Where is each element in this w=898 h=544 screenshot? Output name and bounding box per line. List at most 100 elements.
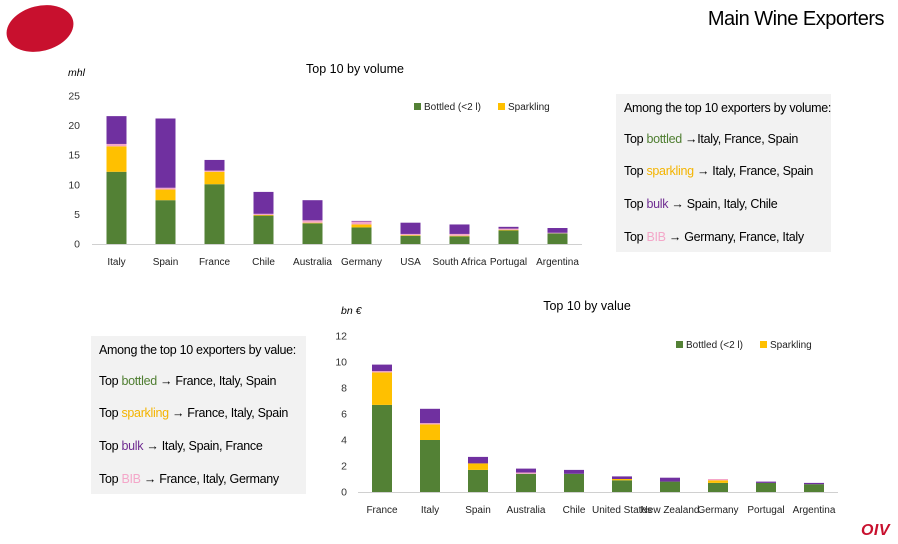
volume-bar-segment-bottled xyxy=(302,223,323,244)
summary-countries: → Italy, France, Spain xyxy=(693,164,814,178)
volume-x-tick-label: Spain xyxy=(153,257,179,268)
summary-keyword-bottled: bottled xyxy=(121,374,157,388)
volume-y-tick-label: 25 xyxy=(68,91,80,103)
volume-bar-segment-bib xyxy=(498,228,519,230)
value-bar-segment-bottled xyxy=(756,482,776,492)
volume-legend-swatch xyxy=(414,103,421,110)
volume-bar-segment-bulk xyxy=(498,226,519,229)
value-y-tick-label: 0 xyxy=(341,487,347,499)
volume-chart-title: Top 10 by volume xyxy=(306,62,404,76)
summary-countries: → France, Italy, Germany xyxy=(140,472,279,486)
volume-y-axis-label: mhl xyxy=(68,67,86,79)
volume-x-tick-label: Australia xyxy=(293,257,332,268)
value-y-tick-label: 4 xyxy=(341,435,347,447)
volume-bar-segment-bib xyxy=(547,232,568,234)
value-bar-segment-bulk xyxy=(612,476,632,479)
summary-keyword-bulk: bulk xyxy=(646,197,669,211)
summary-value-heading: Among the top 10 exporters by value: xyxy=(99,343,296,357)
value-bar-segment-bottled xyxy=(708,482,728,492)
value-legend-label: Sparkling xyxy=(770,340,812,351)
volume-bar-segment-bulk xyxy=(449,224,470,234)
value-x-tick-label: Germany xyxy=(697,505,738,516)
volume-x-tick-label: Portugal xyxy=(490,257,527,268)
value-bar-segment-bib xyxy=(516,472,536,474)
volume-bar-segment-bulk xyxy=(547,228,568,233)
volume-bar-segment-bottled xyxy=(155,200,176,244)
value-x-tick-label: Italy xyxy=(421,505,439,516)
value-x-tick-label: Chile xyxy=(563,505,586,516)
volume-bar-segment-sparkling xyxy=(302,222,323,224)
summary-keyword-sparkling: sparkling xyxy=(646,164,694,178)
value-bar-segment-bulk xyxy=(804,482,824,485)
value-bar-segment-bulk xyxy=(372,364,392,372)
summary-prefix: Top xyxy=(624,164,647,178)
value-bar-segment-bib xyxy=(372,371,392,373)
value-bar-segment-bottled xyxy=(564,473,584,492)
summary-line-sparkling: Top sparkling → Italy, France, Spain xyxy=(624,164,813,178)
summary-line-bib: Top BIB → France, Italy, Germany xyxy=(99,472,279,486)
value-bar-segment-sparkling xyxy=(420,424,440,440)
summary-prefix: Top xyxy=(624,230,647,244)
value-bar-segment-bottled xyxy=(468,469,488,492)
value-bar-segment-bottled xyxy=(612,480,632,492)
volume-y-tick-label: 0 xyxy=(74,239,80,251)
value-y-axis-label: bn € xyxy=(341,305,363,317)
volume-bar-segment-bottled xyxy=(449,236,470,244)
volume-bar-segment-bulk xyxy=(204,159,225,171)
summary-line-bottled: Top bottled →Italy, France, Spain xyxy=(624,132,798,146)
value-y-tick-label: 6 xyxy=(341,409,347,421)
summary-countries: → France, Italy, Spain xyxy=(168,406,289,420)
volume-y-tick-label: 5 xyxy=(74,209,80,221)
summary-countries: → Spain, Italy, Chile xyxy=(668,197,778,211)
volume-bar-segment-sparkling xyxy=(253,214,274,216)
volume-bar-segment-sparkling xyxy=(106,146,127,172)
volume-bar-segment-bottled xyxy=(204,184,225,244)
value-x-tick-label: Spain xyxy=(465,505,491,516)
volume-y-tick-label: 10 xyxy=(68,179,80,191)
volume-bar-segment-bib xyxy=(155,187,176,190)
summary-value-box: Among the top 10 exporters by value: Top… xyxy=(91,336,306,494)
volume-bar-segment-bottled xyxy=(253,215,274,244)
value-bar-segment-bib xyxy=(708,479,728,481)
volume-bar-segment-bottled xyxy=(547,233,568,244)
summary-prefix: Top xyxy=(99,472,122,486)
summary-prefix: Top xyxy=(624,132,647,146)
volume-bar-segment-sparkling xyxy=(449,235,470,237)
value-x-tick-label: France xyxy=(366,505,398,516)
volume-bar-segment-bottled xyxy=(351,227,372,244)
value-y-tick-label: 2 xyxy=(341,461,347,473)
volume-legend-swatch xyxy=(498,103,505,110)
value-bar-segment-sparkling xyxy=(468,463,488,470)
summary-prefix: Top xyxy=(624,197,647,211)
volume-x-tick-label: Chile xyxy=(252,257,275,268)
volume-x-tick-label: France xyxy=(199,257,231,268)
value-y-tick-label: 12 xyxy=(335,331,347,343)
value-bar-segment-bulk xyxy=(468,456,488,464)
page-title: Main Wine Exporters xyxy=(707,8,885,30)
summary-countries: → Germany, France, Italy xyxy=(665,230,804,244)
value-bar-segment-bottled xyxy=(420,440,440,492)
value-x-tick-label: Portugal xyxy=(747,505,784,516)
volume-bar-segment-bottled xyxy=(106,171,127,244)
volume-bar-segment-sparkling xyxy=(400,235,421,236)
summary-line-bib: Top BIB → Germany, France, Italy xyxy=(624,230,804,244)
value-x-tick-label: United States xyxy=(592,505,652,516)
volume-bar-segment-sparkling xyxy=(351,224,372,228)
volume-bar-segment-bulk xyxy=(253,191,274,214)
value-bar-segment-bulk xyxy=(420,408,440,424)
summary-countries: → Italy, Spain, France xyxy=(143,439,263,453)
volume-bar-segment-sparkling xyxy=(498,229,519,231)
value-y-tick-label: 8 xyxy=(341,383,347,395)
value-legend-label: Bottled (<2 l) xyxy=(686,340,743,351)
summary-prefix: Top xyxy=(99,406,122,420)
summary-line-bottled: Top bottled → France, Italy, Spain xyxy=(99,374,276,388)
volume-bar-segment-bib xyxy=(449,233,470,236)
value-bar-segment-bottled xyxy=(804,484,824,492)
volume-x-tick-label: Germany xyxy=(341,257,382,268)
summary-keyword-sparkling: sparkling xyxy=(121,406,169,420)
summary-line-bulk: Top bulk → Spain, Italy, Chile xyxy=(624,197,778,211)
volume-y-tick-label: 20 xyxy=(68,120,80,132)
oiv-brand-mark: OIV xyxy=(860,522,890,539)
value-bar-segment-bottled xyxy=(516,473,536,492)
summary-countries: →Italy, France, Spain xyxy=(681,132,799,146)
